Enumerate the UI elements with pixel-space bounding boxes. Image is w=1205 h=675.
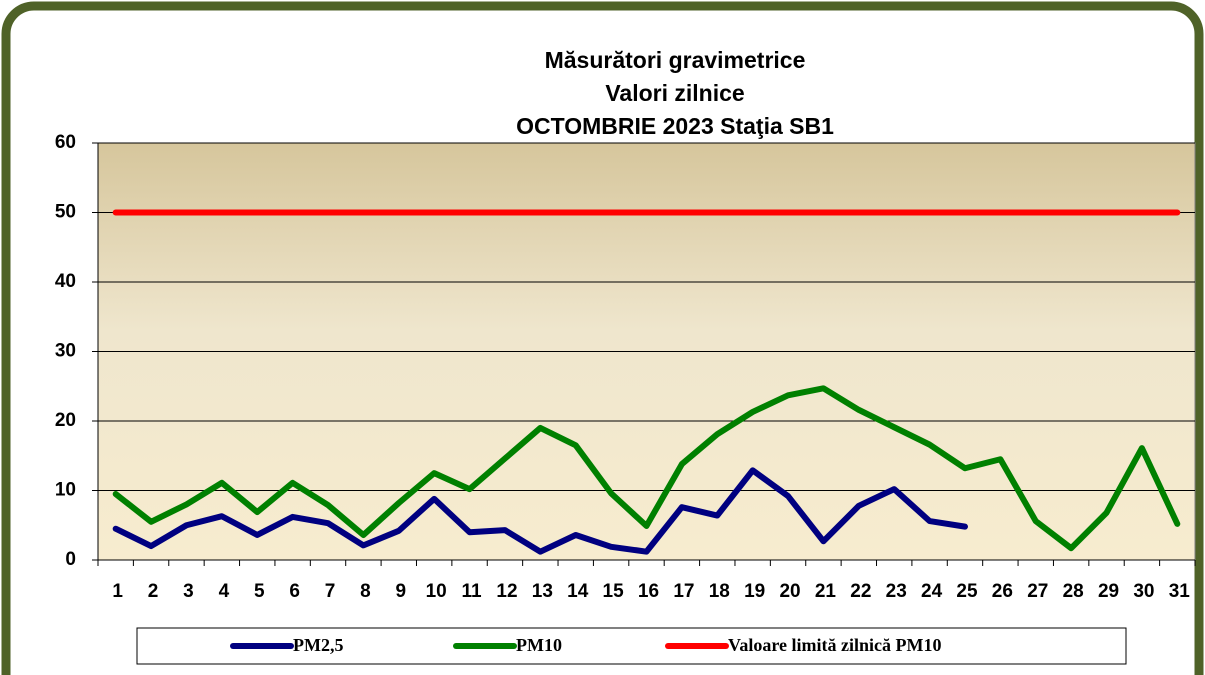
y-tick-label: 20	[55, 410, 76, 431]
y-tick-label: 30	[55, 341, 76, 362]
x-tick-label: 9	[396, 581, 407, 602]
data-line	[112, 385, 1181, 552]
x-tick-label: 19	[744, 581, 765, 602]
x-tick-label: 18	[709, 581, 730, 602]
x-tick-label: 11	[462, 581, 483, 602]
data-line	[112, 467, 968, 555]
x-tick-label: 20	[779, 581, 800, 602]
x-tick-label: 5	[254, 581, 265, 602]
x-tick-label: 25	[956, 581, 978, 602]
x-tick-label: 6	[289, 581, 300, 602]
x-tick-label: 2	[148, 581, 159, 602]
x-tick-label: 24	[921, 581, 943, 602]
legend-label: PM10	[516, 635, 562, 655]
x-tick-label: 15	[603, 581, 625, 602]
chart-title: Măsurători gravimetrice	[545, 47, 806, 73]
x-tick-label: 17	[673, 581, 694, 602]
chart-title: Valori zilnice	[605, 80, 744, 106]
x-tick-label: 16	[638, 581, 659, 602]
x-tick-label: 4	[219, 581, 230, 602]
x-tick-label: 7	[325, 581, 336, 602]
x-tick-label: 3	[183, 581, 194, 602]
x-tick-label: 23	[886, 581, 907, 602]
x-tick-label: 10	[426, 581, 447, 602]
y-tick-label: 60	[55, 132, 76, 153]
x-tick-label: 29	[1098, 581, 1119, 602]
legend-box	[136, 627, 1127, 665]
x-tick-label: 31	[1169, 581, 1191, 602]
x-tick-label: 27	[1027, 581, 1048, 602]
y-tick-label: 40	[55, 271, 76, 292]
chart-title: OCTOMBRIE 2023 Staţia SB1	[516, 113, 834, 139]
x-tick-label: 14	[567, 581, 589, 602]
y-tick-label: 0	[65, 549, 76, 570]
legend-label: Valoare limită zilnică PM10	[728, 635, 941, 655]
x-tick-label: 12	[496, 581, 517, 602]
x-tick-label: 30	[1133, 581, 1154, 602]
y-tick-label: 10	[55, 480, 76, 501]
x-tick-label: 26	[992, 581, 1013, 602]
x-tick-label: 28	[1063, 581, 1084, 602]
y-tick-label: 50	[55, 202, 76, 223]
x-tick-label: 8	[360, 581, 371, 602]
x-tick-label: 22	[850, 581, 871, 602]
x-tick-label: 1	[112, 581, 123, 602]
legend-label: PM2,5	[293, 635, 343, 655]
title-group: Măsurători gravimetrice Valori zilnice OCT…	[516, 47, 834, 139]
x-tick-label: 21	[815, 581, 837, 602]
x-tick-label: 13	[532, 581, 553, 602]
